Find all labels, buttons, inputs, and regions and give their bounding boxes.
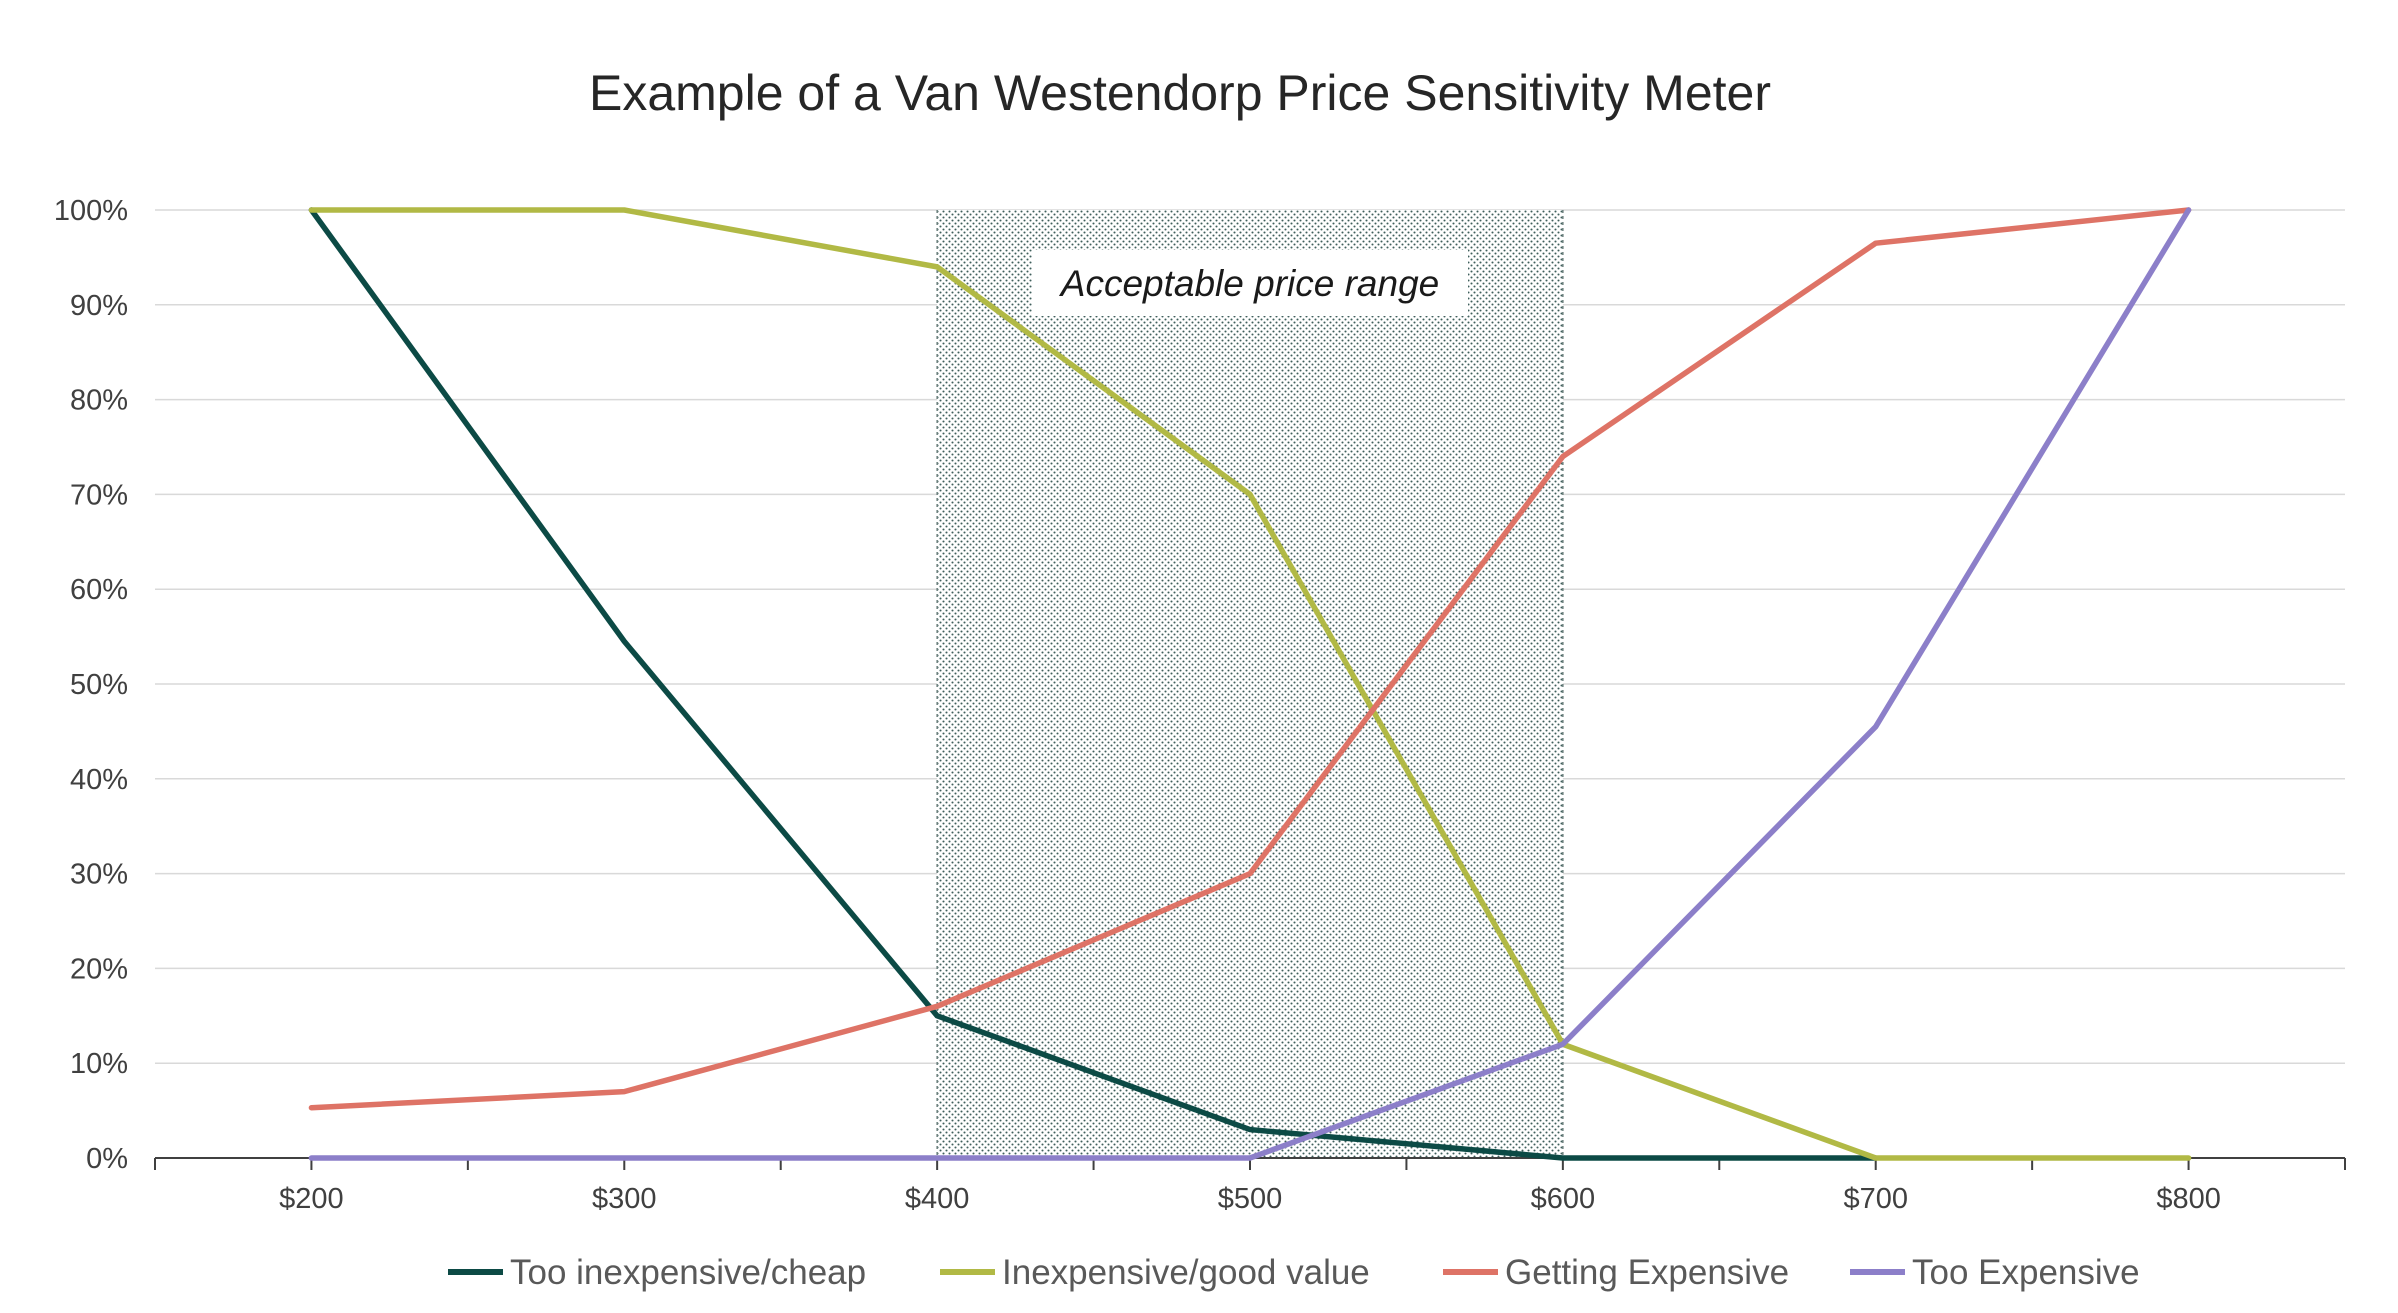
y-tick-label: 60% bbox=[70, 574, 128, 606]
legend-label: Too Expensive bbox=[1912, 1253, 2140, 1292]
series-line bbox=[308, 207, 2192, 1161]
legend: Too inexpensive/cheap Inexpensive/good va… bbox=[448, 1253, 2140, 1292]
y-tick-label: 80% bbox=[70, 385, 128, 417]
series-line bbox=[308, 207, 2192, 1111]
legend-label: Getting Expensive bbox=[1505, 1253, 1789, 1292]
x-tick-label: $400 bbox=[905, 1183, 970, 1215]
y-tick-label: 70% bbox=[70, 479, 128, 511]
y-tick-label: 10% bbox=[70, 1048, 128, 1080]
axes: $200 $300 $400 $500 $600 $700 $800 bbox=[154, 1157, 2346, 1215]
x-tick-label: $800 bbox=[2156, 1183, 2221, 1215]
range-label: Acceptable price range bbox=[1059, 263, 1439, 304]
series-lines bbox=[308, 207, 2192, 1161]
y-tick-label: 100% bbox=[54, 195, 128, 227]
y-tick-label: 40% bbox=[70, 764, 128, 796]
x-tick-label: $700 bbox=[1843, 1183, 1908, 1215]
y-tick-label: 50% bbox=[70, 669, 128, 701]
gridlines: 0% 10% 20% 30% 40% 50% 60% 70% 80% 90% 100% bbox=[54, 195, 2345, 1175]
acceptable-range-shading bbox=[937, 210, 1563, 1158]
x-tick-label: $300 bbox=[592, 1183, 657, 1215]
series-line bbox=[308, 207, 1879, 1161]
x-tick-label: $200 bbox=[279, 1183, 344, 1215]
legend-label: Too inexpensive/cheap bbox=[510, 1253, 866, 1292]
acceptable-range-region: Acceptable price range bbox=[936, 210, 1564, 1158]
y-tick-label: 20% bbox=[70, 953, 128, 985]
y-tick-label: 90% bbox=[70, 290, 128, 322]
y-tick-label: 30% bbox=[70, 859, 128, 891]
y-tick-label: 0% bbox=[86, 1143, 128, 1175]
x-tick-label: $500 bbox=[1218, 1183, 1283, 1215]
series-line bbox=[308, 207, 2192, 1161]
legend-label: Inexpensive/good value bbox=[1002, 1253, 1370, 1292]
x-tick-label: $600 bbox=[1531, 1183, 1596, 1215]
range-label-box bbox=[1032, 250, 1468, 316]
chart-title: Example of a Van Westendorp Price Sensit… bbox=[589, 65, 1771, 121]
